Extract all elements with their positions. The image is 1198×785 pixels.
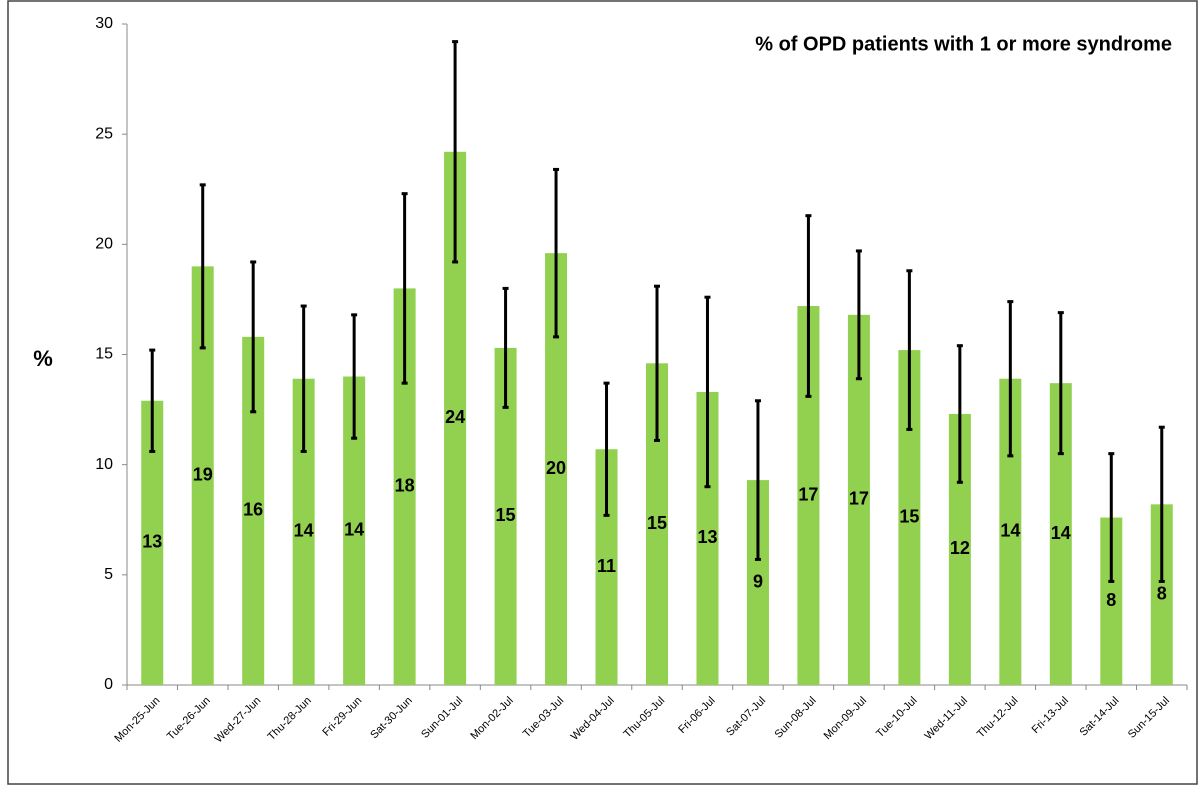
error-bar (805, 214, 812, 398)
x-tick-label: Sun-01-Jul (419, 695, 465, 741)
x-tick-label: Thu-12-Jul (975, 695, 1021, 741)
bar (494, 347, 517, 685)
x-tick-label: Wed-11-Jul (922, 695, 970, 743)
error-bar (250, 260, 257, 414)
bar (292, 378, 315, 685)
x-tick-label: Fri-06-Jul (676, 695, 717, 736)
bar (646, 363, 668, 685)
x-tick-label: Wed-27-Jun (213, 695, 264, 746)
x-tick-label: Sat-07-Jul (724, 695, 768, 739)
bar (746, 480, 769, 685)
bar (847, 314, 870, 685)
x-tick-label: Fri-13-Jul (1030, 695, 1071, 736)
bar (1100, 517, 1123, 685)
error-bar (300, 304, 307, 453)
y-tick-label: 10 (95, 456, 113, 473)
chart-title: % of OPD patients with 1 or more syndrom… (755, 33, 1172, 55)
bar (242, 336, 265, 685)
error-bar (502, 286, 509, 409)
error-bar (1158, 425, 1165, 583)
bar (1150, 504, 1173, 685)
bar (898, 350, 921, 685)
value-label: 14 (294, 521, 314, 541)
x-tick-label: Sat-30-Jun (368, 695, 415, 742)
error-bar (906, 269, 913, 431)
bar (444, 151, 467, 685)
value-label: 13 (697, 527, 717, 547)
x-tick-label: Sat-14-Jul (1078, 695, 1122, 739)
error-bar (1108, 452, 1115, 583)
y-axis-label: % (33, 346, 53, 371)
chart-frame (7, 0, 1198, 785)
x-tick-label: Sun-15-Jul (1126, 695, 1172, 741)
value-label: 13 (142, 532, 162, 552)
x-tick-label: Tue-26-Jun (165, 695, 213, 743)
error-bar (654, 284, 660, 442)
bar (696, 391, 719, 685)
value-label: 17 (849, 489, 869, 509)
value-label: 14 (1000, 521, 1020, 541)
x-tick-label: Tue-10-Jul (874, 695, 919, 740)
y-tick-label: 5 (104, 566, 113, 583)
x-tick-label: Tue-03-Jul (521, 695, 566, 740)
error-bar (1007, 300, 1014, 458)
error-bar (401, 192, 408, 385)
value-label: 12 (950, 538, 970, 558)
value-label: 16 (243, 500, 263, 520)
value-label: 14 (1051, 523, 1071, 543)
error-bar (603, 381, 610, 517)
value-label: 24 (445, 407, 465, 427)
error-bar (452, 40, 459, 264)
value-label: 19 (193, 464, 213, 484)
bar (545, 253, 568, 685)
y-tick-label: 30 (95, 15, 113, 32)
error-bar (855, 249, 862, 381)
error-bar (956, 344, 963, 484)
value-label: 17 (798, 484, 818, 504)
value-label: 11 (597, 556, 616, 576)
bar (797, 306, 820, 685)
x-tick-label: Thu-05-Jul (622, 695, 668, 741)
x-tick-label: Mon-25-Jun (112, 695, 162, 745)
value-label: 15 (647, 513, 667, 533)
x-tick-label: Mon-02-Jul (468, 695, 515, 742)
value-label: 15 (899, 506, 919, 526)
x-tick-label: Thu-28-Jun (266, 695, 314, 743)
value-label: 15 (496, 505, 516, 525)
value-label: 8 (1157, 583, 1167, 603)
value-label: 14 (344, 520, 364, 540)
y-tick-label: 0 (104, 676, 113, 693)
error-bar (351, 313, 358, 440)
error-bar (553, 167, 560, 339)
error-bar (754, 399, 761, 561)
bar (595, 449, 618, 685)
x-tick-label: Fri-29-Jun (320, 695, 364, 739)
bar (343, 376, 366, 685)
error-bar (199, 183, 206, 350)
x-tick-label: Mon-09-Jul (822, 695, 869, 742)
bar (999, 378, 1022, 685)
x-tick-label: Sun-08-Jul (772, 695, 818, 741)
bar (1049, 383, 1072, 685)
error-bar (704, 295, 711, 489)
value-label: 18 (395, 475, 415, 495)
error-bar (149, 348, 156, 453)
y-tick-label: 25 (95, 125, 113, 142)
bar (393, 288, 416, 685)
x-tick-label: Wed-04-Jul (569, 695, 617, 743)
value-label: 20 (546, 458, 566, 478)
y-tick-label: 20 (95, 236, 113, 253)
error-bar (1057, 311, 1064, 456)
bar (141, 400, 164, 685)
y-tick-label: 15 (95, 346, 113, 363)
value-label: 9 (753, 571, 763, 591)
value-label: 8 (1106, 590, 1116, 610)
bar (191, 266, 214, 685)
bar (948, 413, 971, 685)
